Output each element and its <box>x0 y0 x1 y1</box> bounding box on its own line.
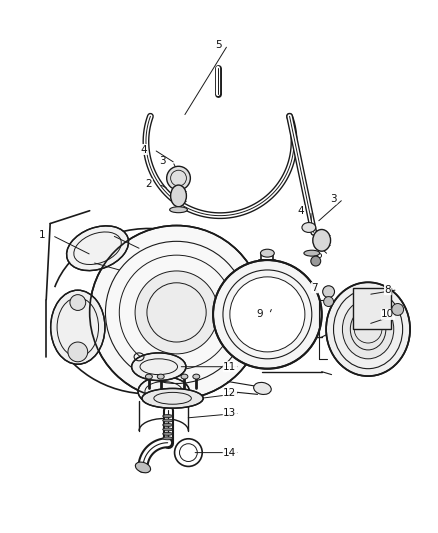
Text: 3: 3 <box>159 156 166 166</box>
Ellipse shape <box>171 185 187 207</box>
Text: 10: 10 <box>381 309 394 319</box>
Text: 11: 11 <box>223 362 237 372</box>
Ellipse shape <box>163 424 173 426</box>
Circle shape <box>213 260 321 369</box>
Ellipse shape <box>170 207 187 213</box>
Ellipse shape <box>326 282 410 376</box>
Text: 14: 14 <box>223 448 237 458</box>
Text: 5: 5 <box>215 40 221 50</box>
Ellipse shape <box>304 250 320 256</box>
FancyBboxPatch shape <box>353 288 391 329</box>
Ellipse shape <box>343 300 394 359</box>
Text: 12: 12 <box>223 389 237 398</box>
Text: 1: 1 <box>39 230 46 240</box>
Ellipse shape <box>163 428 173 431</box>
Ellipse shape <box>163 419 173 422</box>
Circle shape <box>135 271 218 354</box>
Text: 4: 4 <box>141 144 147 155</box>
Text: 2: 2 <box>145 179 152 189</box>
Circle shape <box>167 166 191 190</box>
Text: 6: 6 <box>315 250 322 260</box>
Ellipse shape <box>254 382 271 394</box>
Circle shape <box>392 303 404 316</box>
Text: 9: 9 <box>256 309 263 319</box>
Ellipse shape <box>261 249 274 257</box>
Text: 8: 8 <box>385 285 391 295</box>
Circle shape <box>230 277 305 352</box>
Ellipse shape <box>193 374 200 379</box>
Ellipse shape <box>135 462 151 473</box>
Ellipse shape <box>145 374 152 379</box>
Circle shape <box>70 295 86 310</box>
Ellipse shape <box>132 353 186 381</box>
Circle shape <box>323 286 335 297</box>
Ellipse shape <box>67 226 128 271</box>
Circle shape <box>90 225 263 399</box>
Ellipse shape <box>142 389 203 408</box>
Circle shape <box>68 342 88 362</box>
Ellipse shape <box>51 290 105 364</box>
Ellipse shape <box>163 437 173 440</box>
Text: 4: 4 <box>298 206 304 216</box>
Ellipse shape <box>163 432 173 435</box>
Ellipse shape <box>157 374 164 379</box>
Ellipse shape <box>138 377 189 406</box>
Ellipse shape <box>302 223 316 232</box>
Ellipse shape <box>181 374 188 379</box>
Text: 3: 3 <box>330 194 337 204</box>
Ellipse shape <box>313 230 331 251</box>
Ellipse shape <box>163 415 173 417</box>
Circle shape <box>311 256 321 266</box>
Text: 7: 7 <box>311 282 318 293</box>
Text: 13: 13 <box>223 408 237 418</box>
Circle shape <box>324 296 333 306</box>
